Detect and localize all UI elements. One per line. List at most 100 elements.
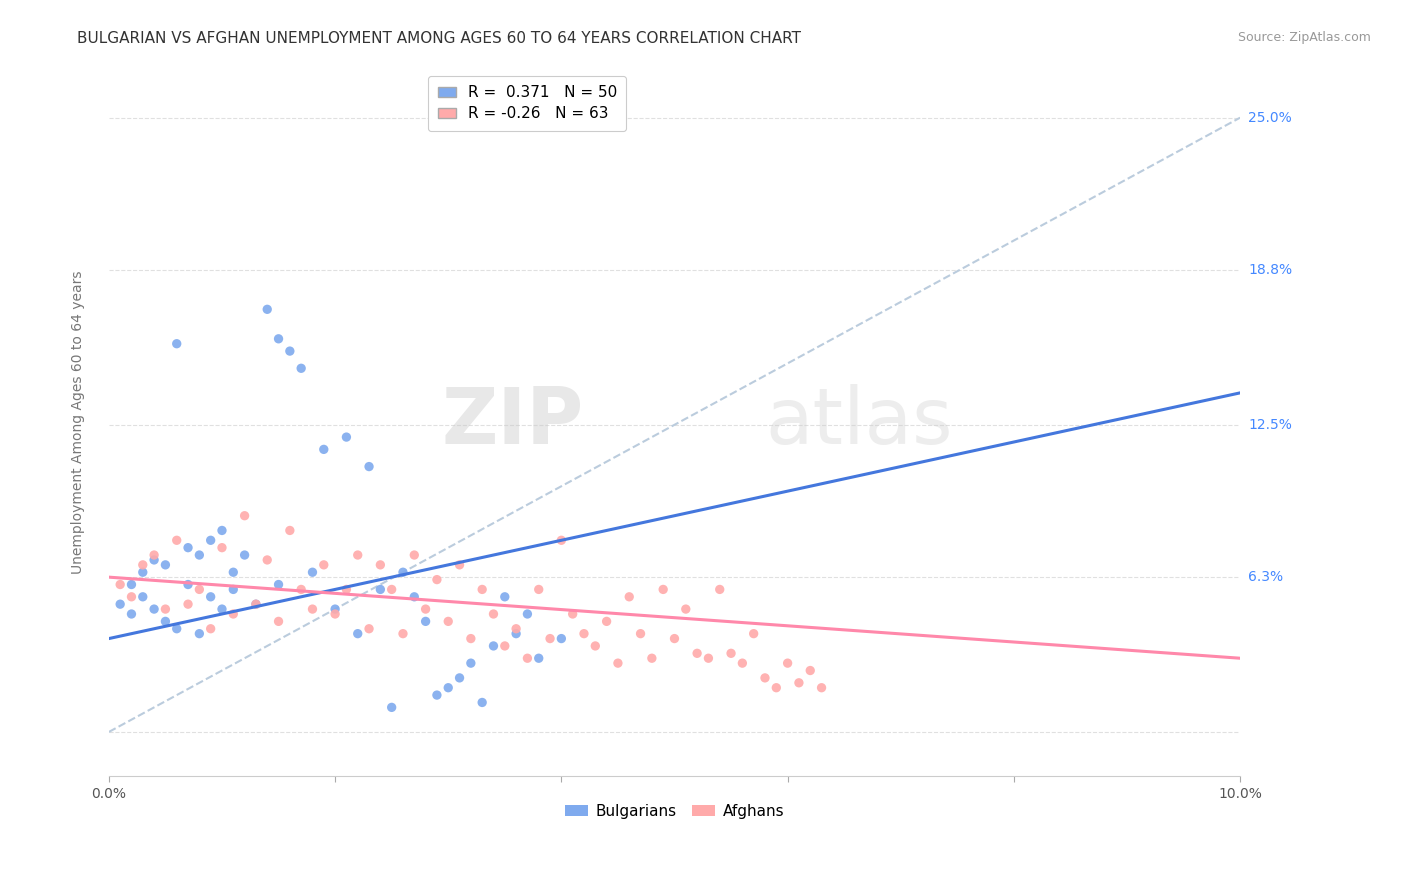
Point [787, 675, 810, 690]
Point [188, 582, 211, 597]
Point [357, 622, 380, 636]
Point [799, 664, 821, 678]
Legend: Bulgarians, Afghans: Bulgarians, Afghans [558, 798, 790, 825]
Point [697, 651, 720, 665]
Point [449, 558, 471, 572]
Point [437, 681, 460, 695]
Point [742, 626, 765, 640]
Point [290, 361, 312, 376]
Point [664, 632, 686, 646]
Point [267, 615, 290, 629]
Point [516, 607, 538, 621]
Point [437, 615, 460, 629]
Text: 6.3%: 6.3% [1249, 570, 1284, 584]
Point [527, 651, 550, 665]
Text: 25.0%: 25.0% [1249, 111, 1292, 125]
Point [686, 646, 709, 660]
Point [200, 622, 222, 636]
Point [731, 656, 754, 670]
Point [619, 590, 641, 604]
Y-axis label: Unemployment Among Ages 60 to 64 years: Unemployment Among Ages 60 to 64 years [72, 270, 86, 574]
Point [233, 508, 256, 523]
Point [550, 632, 572, 646]
Point [381, 582, 404, 597]
Point [606, 656, 628, 670]
Point [233, 548, 256, 562]
Point [482, 639, 505, 653]
Point [335, 582, 357, 597]
Point [121, 577, 143, 591]
Point [121, 607, 143, 621]
Point [392, 566, 415, 580]
Point [426, 688, 449, 702]
Point [132, 590, 155, 604]
Point [561, 607, 583, 621]
Text: ZIP: ZIP [441, 384, 583, 460]
Point [404, 590, 426, 604]
Point [550, 533, 572, 548]
Point [404, 548, 426, 562]
Point [810, 681, 832, 695]
Point [675, 602, 697, 616]
Point [211, 524, 233, 538]
Point [583, 639, 606, 653]
Point [449, 671, 471, 685]
Point [505, 622, 527, 636]
Point [392, 626, 415, 640]
Point [370, 558, 392, 572]
Point [222, 607, 245, 621]
Point [323, 602, 346, 616]
Point [301, 566, 323, 580]
Point [720, 646, 742, 660]
Point [312, 558, 335, 572]
Text: 18.8%: 18.8% [1249, 263, 1292, 277]
Point [256, 553, 278, 567]
Point [267, 577, 290, 591]
Point [188, 548, 211, 562]
Point [108, 597, 131, 611]
Point [538, 632, 561, 646]
Point [415, 615, 437, 629]
Point [290, 582, 312, 597]
Point [494, 639, 516, 653]
Point [211, 602, 233, 616]
Point [381, 700, 404, 714]
Point [415, 602, 437, 616]
Point [143, 548, 166, 562]
Point [200, 590, 222, 604]
Point [155, 558, 177, 572]
Point [335, 430, 357, 444]
Point [652, 582, 675, 597]
Point [200, 533, 222, 548]
Point [323, 607, 346, 621]
Point [211, 541, 233, 555]
Point [132, 558, 155, 572]
Point [166, 622, 188, 636]
Point [460, 632, 482, 646]
Point [505, 626, 527, 640]
Point [426, 573, 449, 587]
Point [494, 590, 516, 604]
Point [346, 626, 368, 640]
Point [527, 582, 550, 597]
Text: BULGARIAN VS AFGHAN UNEMPLOYMENT AMONG AGES 60 TO 64 YEARS CORRELATION CHART: BULGARIAN VS AFGHAN UNEMPLOYMENT AMONG A… [77, 31, 801, 46]
Point [166, 533, 188, 548]
Point [166, 336, 188, 351]
Point [188, 626, 211, 640]
Point [346, 548, 368, 562]
Point [155, 615, 177, 629]
Point [641, 651, 664, 665]
Point [516, 651, 538, 665]
Point [222, 582, 245, 597]
Point [278, 344, 301, 359]
Point [776, 656, 799, 670]
Point [370, 582, 392, 597]
Point [177, 577, 200, 591]
Point [312, 442, 335, 457]
Text: Source: ZipAtlas.com: Source: ZipAtlas.com [1237, 31, 1371, 45]
Point [245, 597, 267, 611]
Point [278, 524, 301, 538]
Point [222, 566, 245, 580]
Point [471, 696, 494, 710]
Point [143, 602, 166, 616]
